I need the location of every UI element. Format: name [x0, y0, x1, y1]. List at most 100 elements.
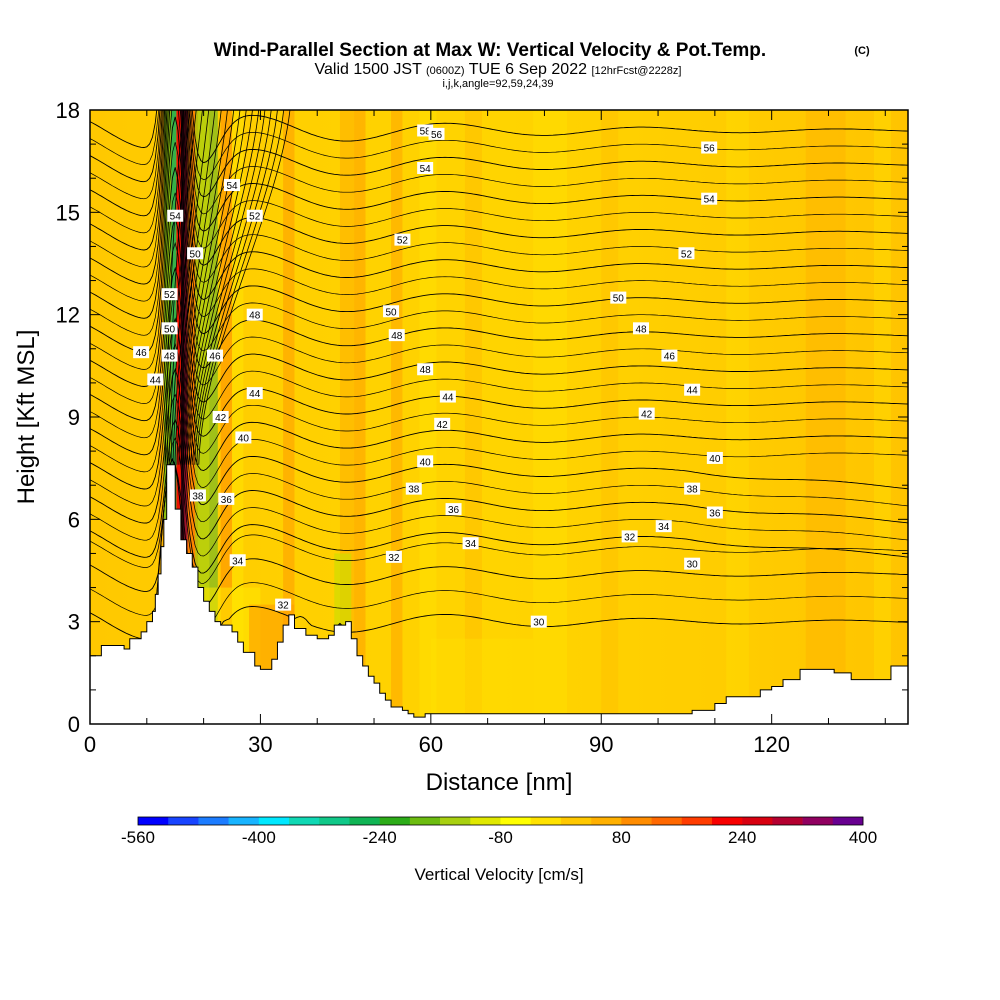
colorbar-swatch — [289, 817, 320, 825]
contour-label-box — [405, 482, 422, 495]
contour-label-box — [655, 520, 672, 533]
contour-label: 50 — [610, 291, 627, 305]
contour-label-text: 44 — [442, 393, 454, 404]
contour-label: 46 — [133, 346, 150, 359]
contour-line — [190, 110, 266, 465]
contour-label-text: 30 — [687, 560, 699, 571]
colorbar-swatch — [772, 817, 803, 825]
contour-label: 38 — [684, 482, 701, 496]
contour-line — [184, 110, 247, 465]
contour-label-box — [684, 482, 701, 495]
contour-line — [90, 368, 908, 540]
x-tick-label: 60 — [419, 732, 443, 757]
contour-label: 30 — [530, 615, 547, 629]
contour-label: 32 — [621, 530, 638, 543]
contour-label: 32 — [275, 598, 292, 612]
contour-label-text: 52 — [249, 212, 261, 223]
y-tick-label: 3 — [68, 610, 80, 635]
contour-label: 44 — [439, 390, 456, 404]
contour-label: 38 — [405, 482, 422, 496]
contour-label-box — [417, 455, 434, 468]
contour-label-box — [394, 233, 411, 246]
contour-label-box — [235, 431, 252, 444]
contour-label-box — [224, 179, 241, 192]
contour-line — [178, 110, 228, 465]
contour-label-text: 46 — [209, 352, 221, 363]
velocity-band — [419, 110, 437, 724]
velocity-band — [182, 110, 188, 724]
contour-label-box — [246, 387, 263, 400]
contour-label: 46 — [206, 349, 223, 363]
colorbar-tick-label: -400 — [242, 828, 276, 847]
contour-line — [194, 110, 278, 465]
contour-label: 48 — [388, 329, 405, 342]
contour-label: 52 — [678, 247, 695, 260]
contour-label-text: 54 — [704, 195, 716, 206]
x-axis-label: Distance [nm] — [426, 769, 573, 796]
velocity-band — [171, 110, 177, 724]
subtitle-zulu-time: (0600Z) — [426, 65, 465, 77]
velocity-band — [283, 110, 295, 724]
contour-line — [90, 110, 908, 283]
contour-label: 54 — [701, 192, 718, 206]
velocity-band — [805, 110, 846, 724]
contour-label: 48 — [417, 363, 434, 376]
velocity-band — [873, 110, 891, 724]
contour-label-box — [684, 383, 701, 396]
title-copyright-mark: (C) — [854, 45, 870, 57]
contour-label-text: 32 — [278, 601, 290, 612]
colorbar-swatch — [440, 817, 471, 825]
colorbar-swatch — [138, 817, 169, 825]
contour-line — [168, 110, 197, 465]
contour-label-box — [638, 407, 655, 420]
contour-label-text: 38 — [408, 485, 420, 496]
contour-line — [198, 110, 291, 465]
contour-line — [90, 116, 908, 369]
contour-label-box — [530, 615, 547, 628]
contour-label: 46 — [661, 349, 678, 363]
x-tick-label: 0 — [84, 732, 96, 757]
colorbar-swatch — [379, 817, 411, 825]
chart-subtitle: Valid 1500 JST (0600Z) TUE 6 Sep 2022 [1… — [315, 61, 682, 78]
contour-label-text: 34 — [465, 539, 477, 550]
contour-label-text: 42 — [641, 410, 653, 421]
contour-line — [188, 110, 260, 465]
contour-label: 36 — [218, 492, 235, 506]
axis-ticks — [89, 109, 908, 725]
contour-label: 40 — [417, 455, 434, 468]
chart-title: Wind-Parallel Section at Max W: Vertical… — [214, 40, 766, 61]
contour-label-text: 52 — [681, 249, 693, 260]
contour-label-box — [678, 247, 695, 260]
contour-label-box — [212, 411, 229, 423]
contour-label: 54 — [224, 179, 241, 192]
contour-label-box — [684, 557, 701, 570]
velocity-patch — [334, 553, 352, 639]
y-tick-label: 6 — [68, 507, 80, 532]
y-axis-label: Height [Kft MSL] — [13, 330, 40, 505]
contour-label-text: 50 — [190, 249, 202, 260]
contour-label-text: 48 — [249, 311, 261, 322]
contour-label-box — [187, 247, 204, 260]
velocity-band — [391, 110, 403, 724]
contour-label-text: 50 — [613, 294, 625, 305]
contour-line — [90, 110, 908, 317]
contour-line — [90, 110, 908, 266]
contour-label-text: 44 — [687, 386, 699, 397]
contour-label-box — [462, 537, 479, 550]
contour-line — [90, 142, 908, 386]
contour-label-text: 40 — [238, 433, 250, 444]
contour-label: 54 — [167, 209, 184, 223]
contour-label-text: 42 — [215, 413, 227, 424]
contour-label-box — [701, 192, 718, 205]
contour-label-text: 32 — [624, 532, 636, 543]
contour-label-text: 38 — [687, 485, 699, 496]
contour-line — [180, 110, 235, 465]
contour-label-box — [383, 305, 400, 318]
contour-label: 42 — [212, 411, 229, 424]
contour-label-box — [161, 288, 178, 301]
contour-line — [90, 110, 908, 300]
velocity-patch — [430, 638, 534, 724]
contour-label: 50 — [161, 322, 178, 335]
contour-label-text: 52 — [164, 290, 176, 301]
